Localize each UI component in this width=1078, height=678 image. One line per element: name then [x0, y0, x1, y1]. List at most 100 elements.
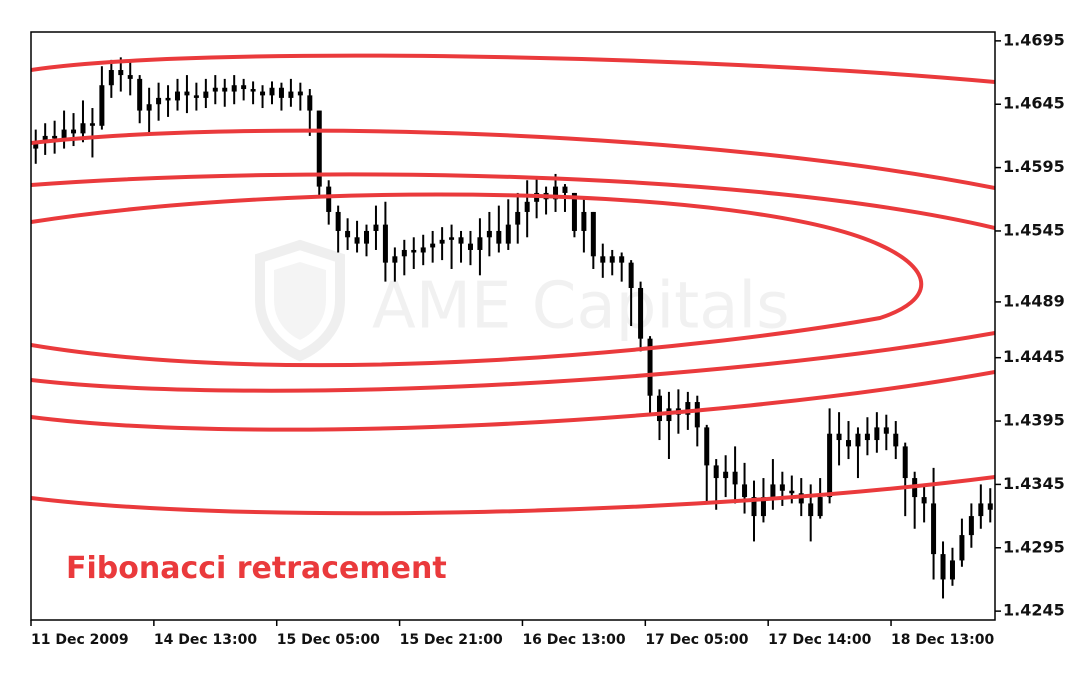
candle-body: [430, 243, 436, 248]
candle-body: [278, 87, 284, 98]
candle-body: [146, 104, 152, 111]
candle-body: [193, 95, 199, 98]
candle-body: [335, 211, 341, 231]
fib-curve: [31, 475, 995, 516]
fib-curve: [31, 192, 924, 368]
candle-body: [316, 110, 322, 187]
candle-body: [392, 256, 398, 263]
y-tick-label: 1.4695: [1003, 30, 1065, 49]
candle-body: [874, 427, 880, 441]
candle-body: [732, 471, 738, 485]
candle-body: [524, 201, 530, 212]
candle-body: [656, 395, 662, 422]
candle-body: [808, 503, 814, 517]
candle-body: [723, 471, 729, 479]
candle-body: [505, 224, 511, 244]
candle-body: [921, 497, 927, 504]
candle-body: [760, 497, 766, 517]
candle-body: [467, 243, 473, 250]
candle-body: [638, 287, 644, 339]
candle-body: [449, 237, 455, 240]
candle-body: [883, 427, 889, 434]
x-tick-label: 18 Dec 13:00: [891, 632, 994, 648]
y-tick-label: 1.4395: [1003, 411, 1065, 430]
candle-body: [165, 97, 171, 101]
candle-body: [496, 230, 502, 244]
candle-body: [203, 91, 209, 98]
candle-body: [439, 239, 445, 244]
candle-body: [222, 87, 228, 92]
fib-curve: [31, 370, 995, 432]
plot-frame: [30, 31, 996, 621]
candle-body: [836, 433, 842, 441]
x-tick-label: 14 Dec 13:00: [154, 632, 257, 648]
x-tick-label: 17 Dec 14:00: [768, 632, 871, 648]
fib-curve: [31, 53, 995, 84]
candle-body: [789, 490, 795, 494]
watermark: AME Capitals: [255, 239, 790, 362]
candle-body: [231, 85, 237, 92]
candle-body: [931, 503, 937, 555]
x-tick-label: 16 Dec 13:00: [522, 632, 625, 648]
candle-body: [902, 446, 908, 479]
candle-body: [694, 402, 700, 428]
watermark-shield-inner: [274, 262, 326, 340]
candle-body: [42, 135, 48, 143]
candle-body: [184, 91, 190, 96]
y-tick-label: 1.4489: [1003, 291, 1065, 310]
watermark-text: AME Capitals: [372, 270, 790, 344]
candle-body: [89, 123, 95, 126]
candle-body: [609, 256, 615, 263]
candle-body: [61, 129, 67, 139]
fib-curve: [31, 172, 995, 230]
candle-body: [33, 142, 39, 149]
candle-body: [345, 230, 351, 238]
candle-body: [382, 224, 388, 263]
candle-body: [477, 237, 483, 250]
candle-body: [354, 237, 360, 244]
candle-body: [751, 497, 757, 517]
candle-body: [562, 186, 568, 193]
candle-body: [137, 78, 143, 111]
candle-body: [940, 554, 946, 580]
y-tick-label: 1.4445: [1003, 347, 1065, 366]
candle-body: [770, 484, 776, 498]
annotation: Fibonacci retracement: [66, 551, 447, 586]
candle-body: [127, 75, 133, 79]
candle-body: [817, 497, 823, 517]
candle-body: [628, 262, 634, 288]
candle-body: [742, 484, 748, 498]
candle-body: [893, 433, 899, 447]
candle-body: [846, 440, 852, 447]
candle-body: [968, 516, 974, 536]
candle-body: [297, 91, 303, 96]
x-tick-label: 15 Dec 05:00: [277, 632, 380, 648]
candle-body: [71, 129, 77, 134]
x-tick-label: 15 Dec 21:00: [400, 632, 503, 648]
candle-body: [987, 503, 993, 510]
candle-body: [581, 211, 587, 231]
candle-body: [959, 535, 965, 561]
candle-body: [647, 338, 653, 396]
candle-body: [600, 256, 606, 263]
candle-body: [619, 256, 625, 263]
y-tick-label: 1.4345: [1003, 474, 1065, 493]
candle-body: [685, 402, 691, 415]
y-tick-label: 1.4245: [1003, 601, 1065, 620]
candle-body: [590, 211, 596, 257]
candle-body: [978, 503, 984, 517]
candle-body: [260, 91, 266, 96]
candle-body: [713, 465, 719, 479]
candle-body: [458, 237, 464, 244]
candle-body: [326, 186, 332, 212]
candle-body: [118, 70, 124, 76]
candle-body: [269, 87, 275, 96]
candle-body: [949, 560, 955, 580]
x-tick-label: 11 Dec 2009: [31, 632, 129, 648]
candle-body: [401, 249, 407, 257]
candle-body: [420, 247, 426, 253]
candle-body: [364, 230, 370, 244]
fib-curve: [31, 331, 995, 393]
